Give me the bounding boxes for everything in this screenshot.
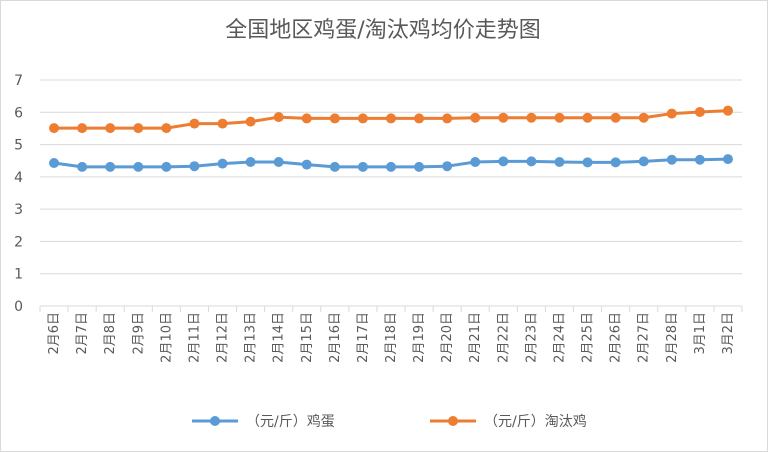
data-point-series-2 xyxy=(329,113,340,124)
data-point-series-2 xyxy=(638,112,649,123)
data-point-series-2 xyxy=(470,112,481,123)
data-point-series-2 xyxy=(189,118,200,129)
x-tick-label: 2月20日 xyxy=(440,312,455,363)
y-tick-label: 1 xyxy=(14,267,23,283)
legend-marker-1 xyxy=(210,416,220,426)
x-tick-label: 3月2日 xyxy=(721,312,736,355)
data-point-series-2 xyxy=(245,116,256,127)
data-point-series-1 xyxy=(554,157,565,168)
x-tick-label: 2月22日 xyxy=(496,312,511,363)
x-tick-label: 2月21日 xyxy=(468,312,483,363)
x-tick-label: 2月7日 xyxy=(75,312,90,355)
data-point-series-1 xyxy=(414,161,425,172)
data-point-series-2 xyxy=(273,112,284,123)
data-point-series-1 xyxy=(638,156,649,167)
chart-title: 全国地区鸡蛋/淘汰鸡均价走势图 xyxy=(225,18,541,43)
data-point-series-1 xyxy=(245,157,256,168)
data-point-series-1 xyxy=(610,157,621,168)
y-tick-label: 7 xyxy=(14,73,23,89)
data-point-series-1 xyxy=(357,161,368,172)
data-point-series-1 xyxy=(273,157,284,168)
data-point-series-1 xyxy=(161,161,172,172)
data-point-series-1 xyxy=(189,161,200,172)
x-tick-label: 2月12日 xyxy=(216,312,231,363)
data-point-series-2 xyxy=(49,123,60,134)
y-tick-label: 2 xyxy=(14,234,23,250)
data-point-series-2 xyxy=(217,118,228,129)
data-point-series-2 xyxy=(526,112,537,123)
data-point-series-2 xyxy=(105,123,116,134)
y-tick-label: 5 xyxy=(14,138,23,154)
data-point-series-2 xyxy=(442,113,453,124)
y-tick-label: 4 xyxy=(14,170,23,186)
x-tick-label: 2月16日 xyxy=(328,312,343,363)
x-tick-label: 2月11日 xyxy=(187,312,202,363)
data-point-series-2 xyxy=(161,123,172,134)
data-point-series-2 xyxy=(77,123,88,134)
data-point-series-2 xyxy=(554,112,565,123)
data-point-series-2 xyxy=(610,112,621,123)
x-tick-label: 2月13日 xyxy=(244,312,259,363)
data-point-series-1 xyxy=(526,156,537,167)
y-tick-label: 3 xyxy=(14,202,23,218)
x-tick-label: 2月28日 xyxy=(665,312,680,363)
x-tick-label: 3月1日 xyxy=(693,312,708,355)
data-point-series-2 xyxy=(666,108,677,119)
data-point-series-1 xyxy=(498,156,509,167)
x-tick-label: 2月9日 xyxy=(131,312,146,355)
data-point-series-1 xyxy=(217,158,228,169)
data-point-series-2 xyxy=(386,113,396,124)
data-point-series-1 xyxy=(442,161,453,172)
legend-label-2: （元/斤）淘汰鸡 xyxy=(484,413,587,430)
x-tick-label: 2月15日 xyxy=(300,312,315,363)
data-point-series-1 xyxy=(694,154,705,165)
x-tick-label: 2月6日 xyxy=(47,312,62,355)
data-point-series-1 xyxy=(105,161,116,172)
x-tick-label: 2月25日 xyxy=(581,312,596,363)
data-point-series-1 xyxy=(582,157,593,168)
x-tick-label: 2月24日 xyxy=(552,312,567,363)
data-point-series-1 xyxy=(666,154,677,165)
data-point-series-1 xyxy=(722,154,733,165)
data-point-series-2 xyxy=(498,112,509,123)
data-point-series-2 xyxy=(133,123,144,134)
x-tick-label: 2月10日 xyxy=(159,312,174,363)
data-point-series-1 xyxy=(329,161,340,172)
data-point-series-2 xyxy=(722,105,733,116)
x-tick-label: 2月8日 xyxy=(103,312,118,355)
x-tick-label: 2月19日 xyxy=(412,312,427,363)
y-tick-label: 6 xyxy=(14,105,23,121)
data-point-series-1 xyxy=(49,157,60,168)
x-tick-label: 2月23日 xyxy=(524,312,539,363)
x-tick-label: 2月17日 xyxy=(356,312,371,363)
data-point-series-2 xyxy=(694,106,705,117)
data-point-series-1 xyxy=(77,161,88,172)
x-tick-label: 2月27日 xyxy=(637,312,652,363)
x-tick-label: 2月26日 xyxy=(609,312,624,363)
data-point-series-2 xyxy=(301,113,312,124)
x-tick-label: 2月14日 xyxy=(272,312,287,363)
legend-marker-2 xyxy=(448,416,458,426)
data-point-series-2 xyxy=(414,113,425,124)
y-tick-label: 0 xyxy=(14,299,23,315)
data-point-series-1 xyxy=(301,159,312,170)
legend-label-1: （元/斤）鸡蛋 xyxy=(246,413,335,430)
data-point-series-1 xyxy=(133,161,144,172)
data-point-series-1 xyxy=(470,157,481,168)
data-point-series-1 xyxy=(386,161,396,172)
data-point-series-2 xyxy=(582,112,593,123)
x-tick-label: 2月18日 xyxy=(384,312,399,363)
data-point-series-2 xyxy=(357,113,368,124)
